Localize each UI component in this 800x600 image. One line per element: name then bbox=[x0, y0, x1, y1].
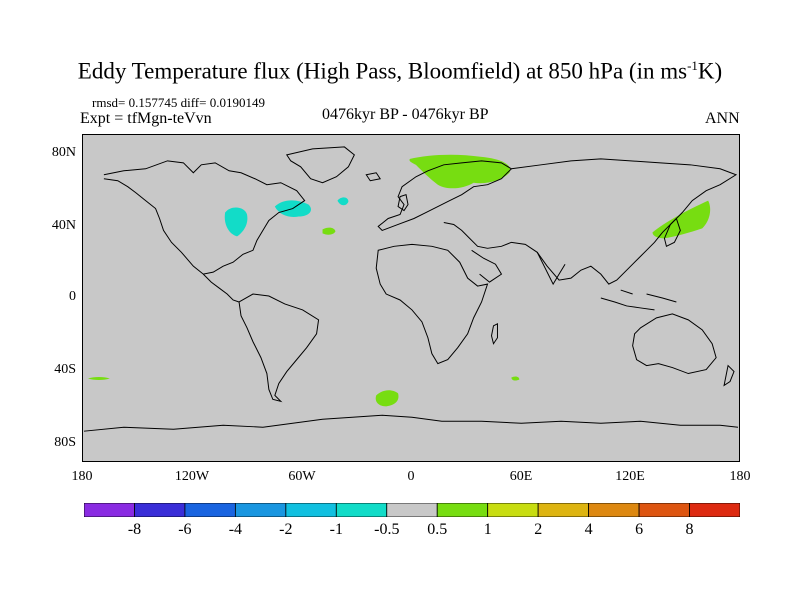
coast-australia bbox=[632, 313, 717, 375]
colorbar-swatch bbox=[537, 503, 590, 517]
world-map bbox=[82, 134, 740, 462]
experiment-label: Expt = tfMgn-teVvn bbox=[80, 110, 212, 127]
color-bar bbox=[84, 503, 740, 517]
colorbar-tick-label: -6 bbox=[178, 521, 192, 538]
coast-indonesia bbox=[600, 289, 677, 311]
coast-japan bbox=[663, 217, 681, 248]
colorbar-tick-label: 8 bbox=[685, 521, 694, 538]
colorbar-tick-label: -0.5 bbox=[374, 521, 400, 538]
colorbar-tick-label: -1 bbox=[329, 521, 343, 538]
colorbar-tick-label: -8 bbox=[127, 521, 142, 538]
colorbar-swatch bbox=[134, 503, 186, 517]
coast-arabia-india bbox=[471, 249, 566, 286]
lon-label: 180 bbox=[729, 469, 751, 484]
lat-label: 80S bbox=[54, 435, 76, 450]
colorbar-swatch bbox=[386, 503, 438, 517]
colorbar-swatch bbox=[689, 503, 740, 517]
colorbar-swatch bbox=[436, 503, 489, 517]
patch-kamchatka-positive bbox=[652, 200, 711, 239]
period-label: 0476kyr BP - 0476kyr BP bbox=[322, 106, 489, 123]
colorbar-tick-label: -4 bbox=[228, 521, 243, 538]
colorbar-swatch bbox=[487, 503, 539, 517]
patch-north-america-negative bbox=[224, 207, 248, 237]
patch-scandinavia-positive bbox=[409, 154, 511, 189]
colorbar-tick-label: 4 bbox=[584, 521, 593, 538]
season-label: ANN bbox=[705, 110, 740, 127]
coast-africa bbox=[375, 243, 489, 365]
colorbar-swatch bbox=[234, 503, 287, 517]
lon-label: 180 bbox=[71, 469, 93, 484]
coast-iceland bbox=[365, 172, 382, 182]
patch-indian-ocean-positive bbox=[511, 376, 520, 381]
colorbar-swatch bbox=[285, 503, 337, 517]
colorbar-tick-label: 6 bbox=[635, 521, 644, 538]
colorbar-swatch bbox=[184, 503, 236, 517]
coast-central-america bbox=[202, 273, 240, 303]
coast-asia bbox=[443, 158, 738, 285]
anomaly-patches bbox=[87, 154, 711, 407]
lon-label: 60E bbox=[509, 469, 533, 484]
coast-north-america bbox=[103, 160, 306, 275]
colorbar-tick-label: 0.5 bbox=[427, 521, 448, 538]
patch-north-atlantic-negative bbox=[337, 197, 349, 206]
coast-antarctica bbox=[83, 414, 739, 432]
lat-label: 80N bbox=[51, 145, 76, 160]
coast-europe bbox=[377, 160, 513, 231]
figure-title: Eddy Temperature flux (High Pass, Bloomf… bbox=[77, 58, 723, 84]
lon-label: 60W bbox=[288, 469, 316, 484]
patch-south-pacific-positive bbox=[87, 377, 110, 380]
lat-label: 40N bbox=[51, 218, 76, 233]
coast-greenland bbox=[285, 146, 355, 184]
colorbar-swatch bbox=[638, 503, 690, 517]
map-background bbox=[84, 135, 738, 461]
colorbar-swatch bbox=[335, 503, 388, 517]
lon-label: 120W bbox=[174, 469, 210, 484]
colorbar-swatch bbox=[588, 503, 640, 517]
coast-new-zealand bbox=[723, 364, 735, 387]
colorbar-tick-label: 1 bbox=[483, 521, 492, 538]
coast-south-america bbox=[238, 293, 320, 403]
colorbar-tick-label: 2 bbox=[534, 521, 543, 538]
coast-madagascar bbox=[490, 323, 498, 345]
colorbar-swatch bbox=[84, 503, 135, 517]
coastlines bbox=[83, 146, 739, 432]
patch-atlantic-positive bbox=[322, 227, 336, 235]
coast-uk bbox=[397, 193, 409, 212]
lat-label: 0 bbox=[69, 289, 76, 304]
lat-label: 40S bbox=[54, 362, 76, 377]
colorbar-tick-label: -2 bbox=[279, 521, 293, 538]
patch-south-atlantic-positive bbox=[375, 390, 399, 407]
stats-text: rmsd= 0.157745 diff= 0.0190149 bbox=[92, 95, 265, 110]
lon-label: 0 bbox=[407, 469, 415, 484]
lon-label: 120E bbox=[615, 469, 645, 484]
